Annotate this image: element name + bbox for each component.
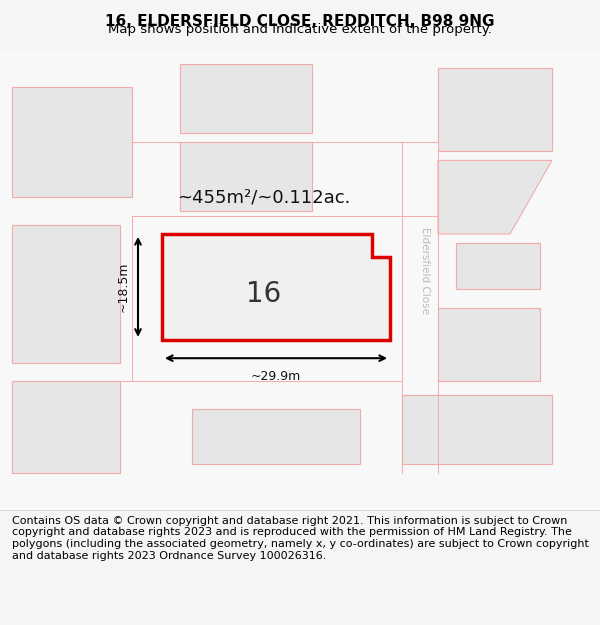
Text: 16: 16: [247, 280, 281, 308]
Polygon shape: [12, 225, 120, 362]
Polygon shape: [12, 381, 120, 473]
Text: ~455m²/~0.112ac.: ~455m²/~0.112ac.: [178, 188, 350, 206]
Text: Contains OS data © Crown copyright and database right 2021. This information is : Contains OS data © Crown copyright and d…: [12, 516, 589, 561]
Polygon shape: [438, 308, 540, 381]
Polygon shape: [180, 64, 312, 132]
Polygon shape: [402, 395, 552, 464]
Polygon shape: [12, 87, 132, 198]
Polygon shape: [162, 234, 390, 340]
Polygon shape: [438, 68, 552, 151]
Text: ~18.5m: ~18.5m: [116, 262, 130, 312]
Polygon shape: [192, 409, 360, 464]
Text: Map shows position and indicative extent of the property.: Map shows position and indicative extent…: [108, 23, 492, 36]
Text: 16, ELDERSFIELD CLOSE, REDDITCH, B98 9NG: 16, ELDERSFIELD CLOSE, REDDITCH, B98 9NG: [105, 14, 495, 29]
Polygon shape: [438, 161, 552, 234]
Text: ~29.9m: ~29.9m: [251, 370, 301, 382]
Text: Eldersfield Close: Eldersfield Close: [420, 228, 430, 314]
Polygon shape: [456, 243, 540, 289]
Polygon shape: [180, 142, 312, 211]
